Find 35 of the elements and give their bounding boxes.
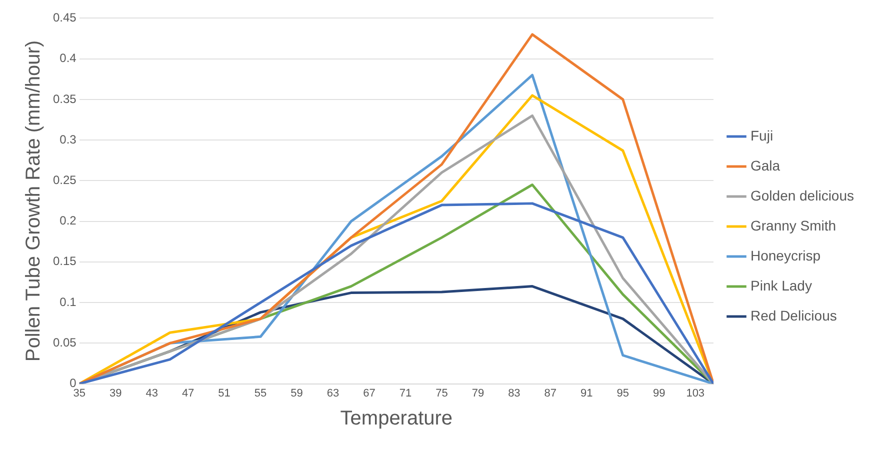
x-tick-label: 75 bbox=[436, 387, 448, 400]
x-tick-label: 47 bbox=[182, 387, 194, 400]
y-tick-label: 0.3 bbox=[60, 132, 77, 146]
legend-label: Granny Smith bbox=[750, 217, 836, 234]
y-axis-title: Pollen Tube Growth Rate (mm/hour) bbox=[22, 40, 45, 362]
x-tick-label: 63 bbox=[326, 387, 340, 400]
y-tick-label: 0.15 bbox=[52, 254, 77, 268]
x-tick-label: 59 bbox=[290, 387, 303, 400]
x-tick-label: 55 bbox=[254, 387, 267, 400]
y-tick-label: 0.4 bbox=[60, 51, 77, 66]
y-tick-label: 0.2 bbox=[60, 214, 77, 228]
x-tick-label: 71 bbox=[399, 387, 412, 400]
x-tick-label: 67 bbox=[363, 387, 376, 400]
legend-label: Honeycrisp bbox=[750, 247, 821, 264]
x-tick-label: 99 bbox=[653, 387, 666, 400]
x-axis-title: Temperature bbox=[340, 408, 453, 430]
legend-label: Golden delicious bbox=[750, 187, 854, 204]
x-tick-label: 39 bbox=[109, 387, 122, 400]
x-tick-label: 79 bbox=[472, 387, 484, 400]
legend-label: Gala bbox=[750, 157, 780, 174]
x-tick-label: 83 bbox=[508, 387, 520, 400]
y-tick-label: 0.1 bbox=[60, 294, 77, 309]
x-tick-label: 91 bbox=[580, 387, 593, 400]
legend-label: Red Delicious bbox=[750, 307, 837, 324]
y-tick-label: 0.25 bbox=[52, 173, 77, 187]
legend-label: Pink Lady bbox=[750, 277, 812, 294]
x-tick-label: 51 bbox=[218, 387, 230, 400]
y-tick-label: 0.45 bbox=[52, 10, 77, 25]
y-tick-label: 0.05 bbox=[52, 335, 77, 350]
legend-label: Fuji bbox=[750, 127, 774, 144]
y-tick-label: 0.35 bbox=[52, 92, 77, 106]
x-tick-label: 87 bbox=[544, 387, 557, 400]
x-tick-label: 43 bbox=[146, 387, 158, 400]
x-tick-label: 95 bbox=[616, 387, 630, 400]
x-tick-label: 103 bbox=[686, 387, 705, 400]
